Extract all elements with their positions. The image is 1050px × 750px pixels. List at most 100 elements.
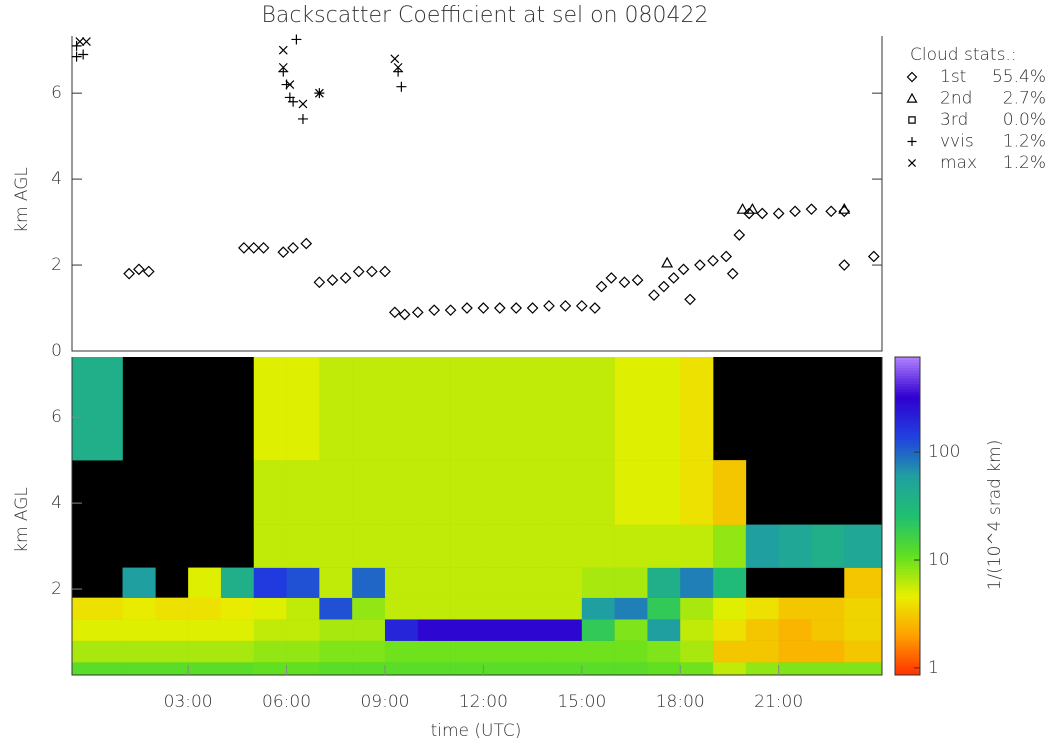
heatmap-cell: [253, 524, 287, 568]
heatmap-cell: [253, 597, 287, 620]
point: [291, 34, 302, 45]
colorbar-segment: [895, 537, 920, 541]
colorbar-segment: [895, 428, 920, 432]
heatmap-cell: [450, 597, 484, 620]
colorbar-segment: [895, 444, 920, 448]
colorbar-segment: [895, 579, 920, 583]
legend-symbol: [906, 92, 918, 103]
heatmap-cell: [450, 662, 484, 676]
heatmap-cell: [384, 640, 419, 663]
colorbar-segment: [895, 635, 920, 639]
colorbar-segment: [895, 436, 920, 440]
colorbar-tick-label: 100: [928, 442, 960, 462]
colorbar-segment: [895, 653, 920, 657]
colorbar-segment: [895, 402, 920, 406]
colorbar-segment: [895, 391, 920, 395]
heatmap-cell: [844, 524, 883, 568]
colorbar-segment: [895, 476, 920, 480]
heatmap-cell: [778, 640, 812, 663]
colorbar-segment: [895, 600, 920, 604]
heatmap-cell: [713, 460, 747, 525]
colorbar-segment: [895, 624, 920, 628]
point: [543, 300, 555, 312]
heatmap-cell: [581, 597, 615, 620]
heatmap-cell: [483, 640, 517, 663]
heatmap-cell: [384, 567, 419, 598]
point: [838, 259, 851, 271]
colorbar-segment: [895, 648, 920, 652]
heatmap-cell: [614, 567, 648, 598]
colorbar-segment: [895, 558, 920, 562]
colorbar-segment: [895, 399, 920, 403]
point: [71, 40, 82, 51]
legend-symbol: [906, 71, 918, 83]
heatmap-cell: [220, 619, 255, 641]
heatmap-cell: [384, 619, 419, 641]
heatmap-cell: [450, 357, 484, 461]
heatmap-cell: [450, 524, 484, 568]
colorbar-segment: [895, 598, 920, 602]
colorbar-segment: [895, 463, 920, 467]
colorbar-frame: [894, 356, 921, 676]
legend-symbol: [907, 137, 917, 146]
point: [393, 62, 403, 72]
heatmap-cell: [352, 662, 386, 676]
point: [82, 37, 91, 47]
colorbar-segment: [895, 364, 920, 369]
heatmap-cell: [450, 567, 484, 598]
colorbar-segment: [895, 661, 920, 665]
x-tick-label: 12:00: [459, 692, 508, 712]
heatmap-cell: [72, 640, 123, 663]
colorbar-segment: [895, 640, 920, 644]
heatmap-cell: [516, 567, 550, 598]
colorbar-segment: [895, 576, 920, 581]
heatmap-cell: [647, 524, 681, 568]
heatmap-cell: [286, 619, 320, 641]
heatmap-cell: [647, 567, 681, 598]
colorbar-segment: [895, 614, 920, 618]
legend-symbol: [907, 158, 917, 168]
heatmap-cell: [549, 597, 583, 620]
colorbar-segment: [895, 455, 920, 459]
colorbar-tick-label: 10: [928, 550, 950, 570]
colorbar-segment: [895, 561, 920, 565]
y-tick-label: 6: [51, 83, 62, 103]
colorbar-segment: [895, 367, 920, 371]
heatmap-cell: [581, 662, 615, 676]
point: [667, 272, 680, 284]
heatmap-cell: [384, 460, 419, 525]
colorbar-segment: [895, 378, 920, 382]
heatmap-cell: [647, 460, 681, 525]
y-tick-label: 0: [51, 341, 62, 361]
heatmap-cell: [844, 597, 883, 620]
heatmap-cell: [352, 567, 386, 598]
heatmap-cell: [417, 567, 451, 598]
point: [559, 300, 572, 312]
colorbar-segment: [895, 441, 920, 445]
point: [746, 202, 759, 214]
colorbar-segment: [895, 465, 920, 469]
colorbar-segment: [895, 526, 920, 530]
point: [694, 259, 706, 271]
heatmap-cell: [417, 597, 451, 620]
point: [71, 51, 82, 62]
heatmap-cell: [220, 597, 255, 620]
colorbar-segment: [895, 563, 920, 567]
heatmap-cell: [319, 567, 353, 598]
heatmap-cell: [188, 597, 222, 620]
heatmap-cell: [319, 524, 353, 568]
colorbar-segment: [895, 394, 920, 398]
heatmap-cell: [549, 640, 583, 663]
point: [326, 274, 339, 286]
heatmap-cell: [516, 524, 550, 568]
colorbar-segment: [895, 542, 920, 546]
colorbar-segment: [895, 587, 920, 591]
point: [631, 274, 644, 286]
point: [428, 304, 441, 317]
point: [314, 88, 324, 98]
colorbar-segment: [895, 571, 920, 575]
heatmap-cell: [647, 619, 681, 641]
point: [618, 276, 631, 289]
colorbar-segment: [895, 481, 920, 485]
colorbar-segment: [895, 518, 920, 522]
